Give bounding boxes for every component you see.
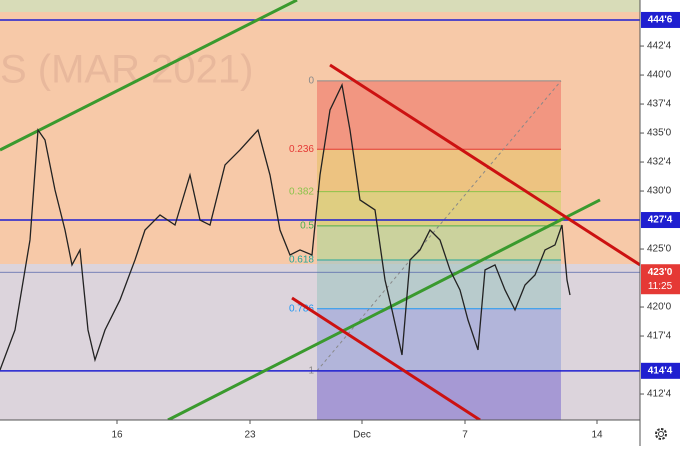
x-tick-label: 14 — [591, 430, 603, 441]
y-tick-label: 425'0 — [647, 244, 672, 255]
x-tick-label: Dec — [353, 430, 371, 441]
fib-label: 0 — [308, 75, 314, 86]
fib-zone — [317, 308, 561, 371]
top-zone — [0, 0, 640, 12]
fib-label: 0.618 — [289, 255, 314, 266]
x-axis-bg — [0, 420, 640, 446]
price-box — [641, 212, 680, 229]
y-tick-label: 420'0 — [647, 302, 672, 313]
price-label: 414'4 — [648, 365, 673, 376]
trend-line — [0, 0, 298, 152]
y-tick-label: 430'0 — [647, 186, 672, 197]
fib-label: 0.382 — [289, 186, 314, 197]
fib-label: 0.786 — [289, 303, 314, 314]
last-price-label: 423'0 — [648, 267, 673, 278]
trend-line — [329, 63, 641, 267]
price-box — [641, 11, 680, 28]
price-label: 444'6 — [648, 15, 673, 26]
fib-zone — [317, 370, 561, 420]
last-price-box — [641, 264, 680, 295]
y-tick-label: 440'0 — [647, 70, 672, 81]
fib-zone — [317, 260, 561, 309]
fib-zone — [317, 80, 561, 150]
x-tick-label: 7 — [462, 430, 468, 441]
x-tick-label: 16 — [111, 430, 123, 441]
trend-line — [291, 296, 481, 422]
y-tick-label: 412'4 — [647, 389, 672, 400]
price-label: 427'4 — [648, 215, 673, 226]
price-box — [641, 362, 680, 379]
countdown: 11:25 — [648, 281, 673, 292]
fib-zone — [317, 225, 561, 261]
fib-label: 0.5 — [300, 220, 314, 231]
fib-label: 0.236 — [289, 144, 314, 155]
trend-line — [167, 198, 601, 422]
y-tick-label: 442'4 — [647, 41, 672, 52]
price-line-series — [0, 82, 571, 371]
settings-icon[interactable] — [655, 428, 667, 440]
y-tick-label: 435'0 — [647, 128, 672, 139]
y-tick-label: 437'4 — [647, 99, 672, 110]
y-tick-label: 417'4 — [647, 331, 672, 342]
x-tick-label: 23 — [244, 430, 256, 441]
y-tick-label: 432'4 — [647, 157, 672, 168]
watermark: S (MAR 2021) — [0, 48, 253, 92]
